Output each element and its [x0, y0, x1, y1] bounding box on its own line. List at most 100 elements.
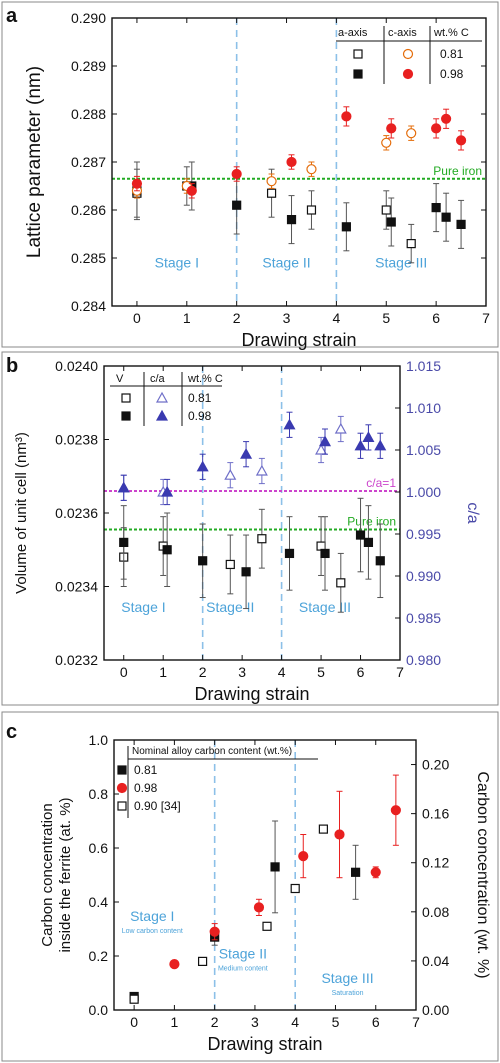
stage-label: Stage I: [121, 599, 165, 615]
data-point: [381, 137, 392, 148]
data-point: [441, 113, 452, 124]
panel-label: c: [6, 721, 17, 743]
data-point: [284, 548, 295, 559]
data-point: [232, 200, 242, 210]
y-tick-label: 0.4: [89, 894, 109, 910]
legend-row-label: 0.98: [440, 67, 464, 81]
stage-sublabel: Medium content: [218, 966, 268, 973]
y2-tick-label: 0.990: [406, 568, 441, 584]
data-point: [431, 203, 441, 213]
data-point: [209, 926, 220, 937]
y-tick-label: 0.0238: [55, 432, 98, 448]
y-tick-label: 0.0234: [55, 579, 98, 595]
stage-label: Stage III: [321, 970, 373, 986]
y-tick-label: 0.288: [71, 106, 106, 122]
y2-tick-label: 0.04: [422, 953, 449, 969]
series-c-0.81: [131, 125, 417, 199]
x-tick-label: 0: [133, 310, 141, 326]
data-point: [129, 994, 139, 1004]
panel-a: a Pure iron Stage I Stage II Stage III 0 1 2 3 4 5…: [1, 1, 499, 350]
y2-tick-label: 0.00: [422, 1002, 449, 1018]
data-point: [354, 439, 367, 451]
y2-tick-label: 0.20: [422, 757, 449, 773]
panel-label: b: [6, 355, 18, 377]
data-point: [334, 829, 345, 840]
legend-marker: [116, 782, 128, 794]
y-tick-label: 0.8: [89, 786, 109, 802]
data-point: [224, 468, 237, 480]
data-point: [286, 215, 297, 225]
x-tick-label: 0: [120, 664, 128, 680]
legend-marker: [121, 393, 131, 403]
data-point: [351, 867, 361, 877]
data-point: [386, 123, 397, 134]
legend-marker: [117, 765, 127, 775]
data-point: [161, 485, 174, 497]
panel-label: a: [6, 5, 18, 27]
panel-frame: [1, 351, 499, 706]
x-tick-label: 5: [382, 310, 390, 326]
y2-tick-label: 0.12: [422, 855, 449, 871]
y-tick-label: 0.287: [71, 154, 106, 170]
y-axis-label-line: inside the ferrite (at. %): [57, 797, 74, 952]
data-point: [341, 222, 351, 232]
data-point: [197, 956, 208, 967]
x-tick-label: 5: [317, 664, 325, 680]
stage-label: Stage III: [375, 255, 427, 271]
x-tick-label: 2: [211, 1014, 219, 1030]
data-point: [196, 460, 209, 472]
y-tick-label: 0.289: [71, 58, 106, 74]
reference-line-label: c/a=1: [366, 476, 396, 490]
x-tick-label: 7: [396, 664, 404, 680]
data-point: [406, 128, 417, 139]
data-point: [257, 534, 267, 544]
y-tick-label: 0.0240: [55, 358, 98, 374]
x-tick-label: 1: [183, 310, 191, 326]
stage-label: Stage I: [155, 255, 199, 271]
y2-tick-label: 1.010: [406, 400, 441, 416]
data-point: [441, 212, 451, 222]
legend-header: wt.% C: [433, 27, 469, 39]
y-tick-label: 0.0232: [55, 652, 98, 668]
legend-header: c-axis: [388, 27, 417, 39]
x-tick-label: 6: [372, 1014, 380, 1030]
y-axis-label: Lattice parameter (nm): [24, 66, 45, 258]
x-tick-label: 5: [332, 1014, 340, 1030]
stage-label: Stage II: [219, 946, 267, 962]
data-point: [253, 902, 265, 913]
y2-tick-label: 0.995: [406, 526, 441, 542]
legend-entry: 0.81: [134, 763, 158, 777]
series-c-0.98: [131, 106, 467, 199]
y-axis-label-line: Carbon concentration: [39, 803, 56, 946]
y2-axis-label: c/a: [464, 502, 481, 523]
data-point: [334, 422, 347, 434]
data-point: [341, 111, 352, 122]
data-point: [283, 418, 296, 430]
legend-header: a-axis: [338, 27, 368, 39]
legend-marker: [155, 391, 169, 403]
y2-tick-label: 1.000: [406, 484, 441, 500]
x-axis-label: Drawing strain: [194, 684, 309, 704]
stage-sublabel: Low carbon content: [122, 928, 183, 935]
data-point: [375, 556, 385, 566]
y2-axis-label: Carbon concentration (wt. %): [474, 771, 491, 978]
panel-frame: [1, 711, 499, 1062]
y-tick-label: 0.286: [71, 202, 106, 218]
data-point: [231, 168, 242, 180]
data-point: [240, 447, 253, 459]
x-tick-label: 7: [482, 310, 490, 326]
x-tick-label: 7: [412, 1014, 420, 1030]
data-point: [117, 481, 130, 493]
data-point: [363, 537, 374, 548]
x-tick-label: 1: [171, 1014, 179, 1030]
legend: a-axis c-axis wt.% C 0.81 0.98: [336, 26, 482, 84]
data-point: [262, 921, 272, 931]
legend-row-label: 0.98: [188, 409, 212, 423]
data-point: [406, 239, 416, 249]
x-tick-label: 4: [278, 664, 286, 680]
x-axis-label: Drawing strain: [241, 330, 356, 350]
legend-marker: [353, 69, 363, 79]
x-tick-label: 3: [283, 310, 291, 326]
